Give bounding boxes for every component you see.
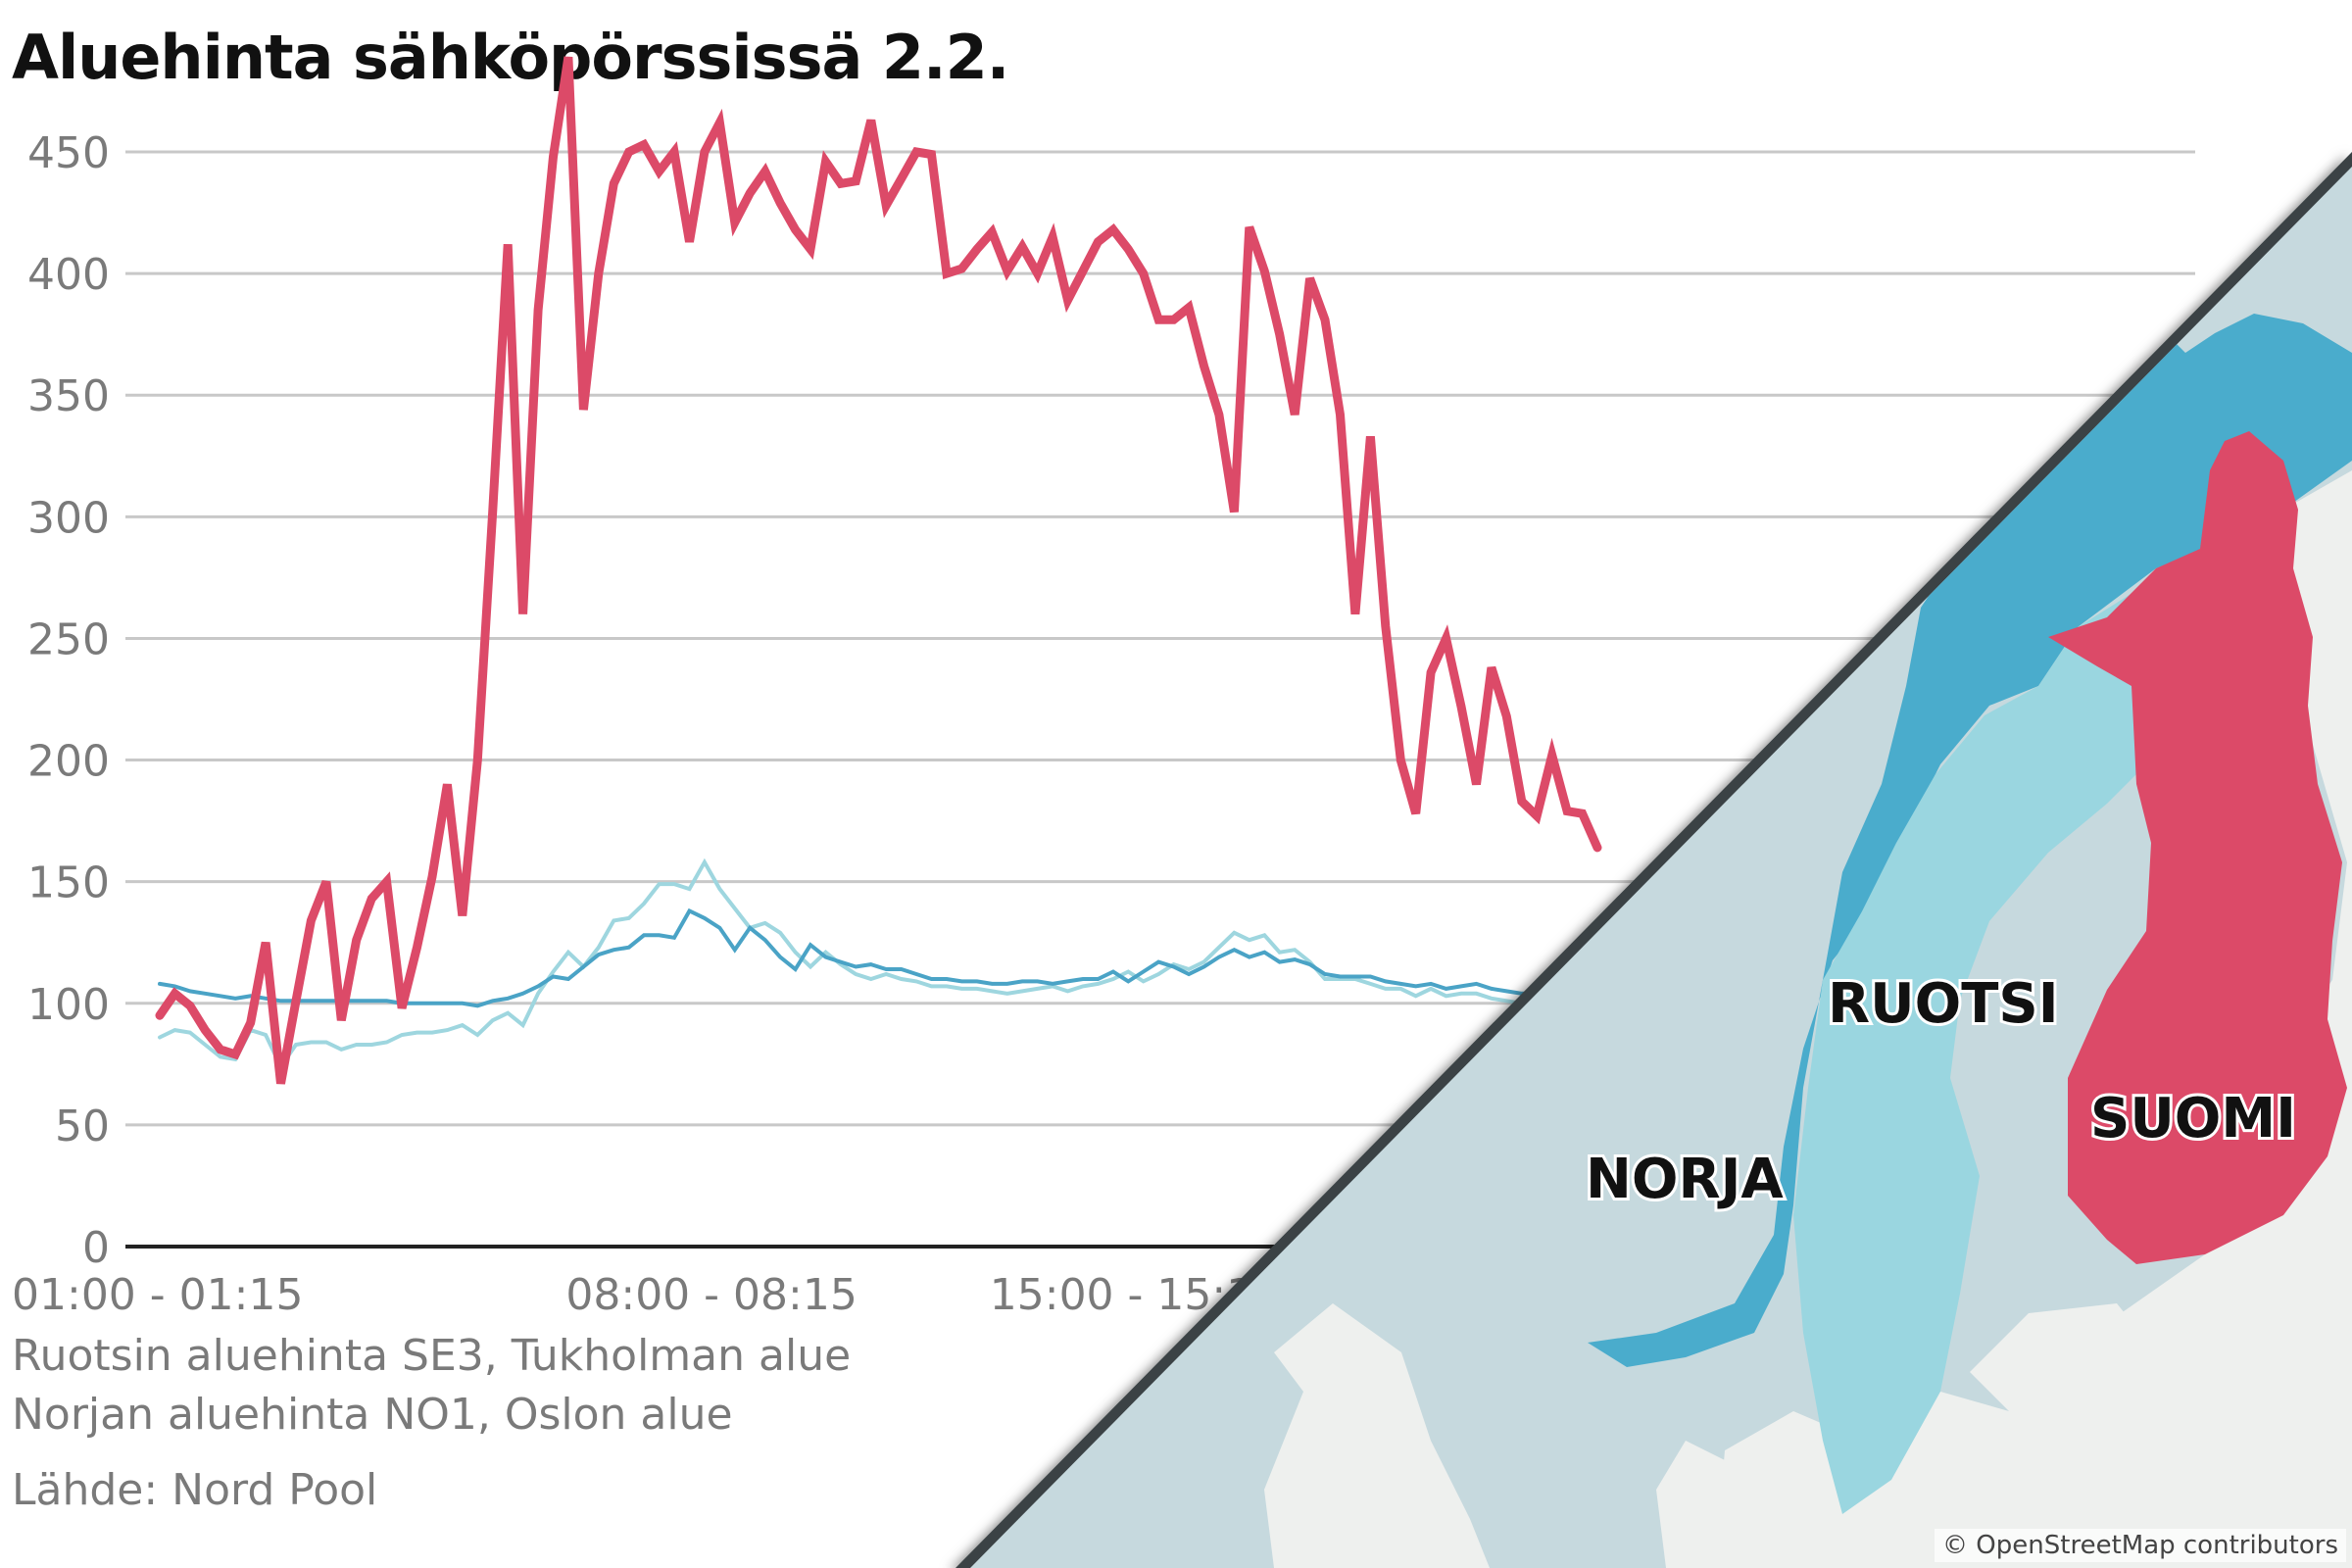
norway-shape xyxy=(1588,314,2352,1367)
y-tick-label: 50 xyxy=(55,1102,110,1152)
y-tick-label: 400 xyxy=(27,250,110,300)
label-finland: SUOMI xyxy=(2090,1087,2296,1151)
x-tick-label: 08:00 - 08:15 xyxy=(565,1270,857,1320)
british-isles xyxy=(1264,1303,1490,1568)
x-axis-ticks: 01:00 - 01:15 08:00 - 08:15 15:00 - 15:15 xyxy=(12,1270,1281,1320)
y-tick-label: 350 xyxy=(27,371,110,421)
chart-title: Aluehinta sähköpörssissä 2.2. xyxy=(12,22,1009,93)
denmark xyxy=(1656,1441,1735,1568)
finland-shape xyxy=(2048,431,2347,1264)
series-line-finland xyxy=(155,56,1602,1085)
x-tick-label: 01:00 - 01:15 xyxy=(12,1270,303,1320)
russia-land xyxy=(2107,470,2352,1568)
y-axis-ticks: 0 50 100 150 200 250 300 350 400 450 xyxy=(27,128,110,1273)
y-tick-label: 250 xyxy=(27,614,110,664)
legend-norway: Norjan aluehinta NO1, Oslon alue xyxy=(12,1390,733,1440)
y-tick-label: 0 xyxy=(82,1223,110,1273)
europe-land xyxy=(1715,1323,2107,1568)
baltics xyxy=(1970,1303,2156,1421)
map-attribution: © OpenStreetMap contributors xyxy=(1935,1529,2346,1562)
y-tick-label: 100 xyxy=(27,980,110,1030)
y-tick-label: 200 xyxy=(27,737,110,787)
sweden-shape xyxy=(1793,578,2185,1514)
y-tick-label: 150 xyxy=(27,858,110,908)
series-lines xyxy=(155,56,1602,1085)
legend-sweden: Ruotsin aluehinta SE3, Tukholman alue xyxy=(12,1331,852,1381)
series-line-sweden xyxy=(158,858,1599,1071)
label-norway: NORJA xyxy=(1586,1148,1784,1211)
map-divider xyxy=(956,152,2352,1568)
source-note: Lähde: Nord Pool xyxy=(12,1465,378,1515)
y-tick-label: 450 xyxy=(27,128,110,178)
label-sweden: RUOTSI xyxy=(1828,972,2059,1036)
y-tick-label: 300 xyxy=(27,493,110,543)
